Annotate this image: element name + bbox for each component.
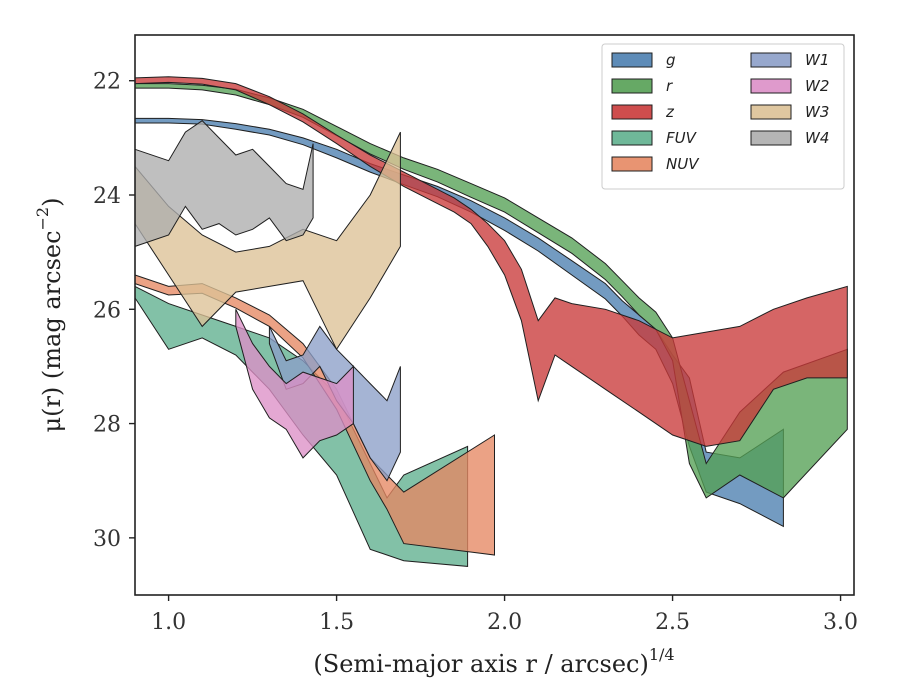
band-w3 [134, 131, 401, 351]
band-r [134, 83, 848, 499]
x-tick-label: 3.0 [823, 610, 858, 635]
legend-swatch-w1 [750, 52, 792, 68]
legend-label-r: r [666, 77, 673, 95]
legend-swatch-fuv [611, 130, 653, 146]
y-tick-label: 28 [93, 413, 121, 438]
legend-swatch-w2 [750, 78, 792, 94]
legend-swatch-g [611, 52, 653, 68]
legend-label-z: z [665, 103, 675, 121]
legend-swatch-z [611, 104, 653, 120]
legend-swatch-nuv [611, 156, 653, 172]
data-bands [134, 76, 848, 567]
y-tick-label: 22 [93, 70, 121, 95]
legend: grz FUV NUV W1 W2 W3 W4 [601, 43, 845, 190]
legend-label-w4: W4 [805, 129, 829, 147]
y-axis: 22 24 26 28 30 [93, 70, 135, 552]
x-axis: 1.0 1.5 2.0 2.5 3.0 [151, 595, 858, 635]
legend-label-w2: W2 [805, 77, 829, 95]
x-axis-label: (Semi-major axis r / arcsec)1/4 [313, 645, 674, 678]
x-tick-label: 2.0 [487, 610, 522, 635]
legend-label-fuv: FUV [666, 129, 698, 147]
legend-label-g: g [666, 51, 676, 69]
y-tick-label: 30 [93, 527, 121, 552]
band-w4 [134, 120, 314, 248]
x-tick-label: 1.0 [151, 610, 186, 635]
legend-label-nuv: NUV [666, 155, 700, 173]
x-tick-label: 2.5 [655, 610, 690, 635]
legend-label-w3: W3 [805, 103, 829, 121]
plot-frame [134, 34, 855, 596]
y-axis-label: μ(r) (mag arcsec−2) [33, 198, 66, 433]
x-tick-label: 1.5 [319, 610, 354, 635]
legend-swatch-w4 [750, 130, 792, 146]
y-tick-label: 26 [93, 298, 121, 323]
legend-label-w1: W1 [805, 51, 829, 69]
legend-swatch-r [611, 78, 653, 94]
band-w2 [235, 309, 354, 459]
y-tick-label: 24 [93, 184, 121, 209]
legend-swatch-w3 [750, 104, 792, 120]
